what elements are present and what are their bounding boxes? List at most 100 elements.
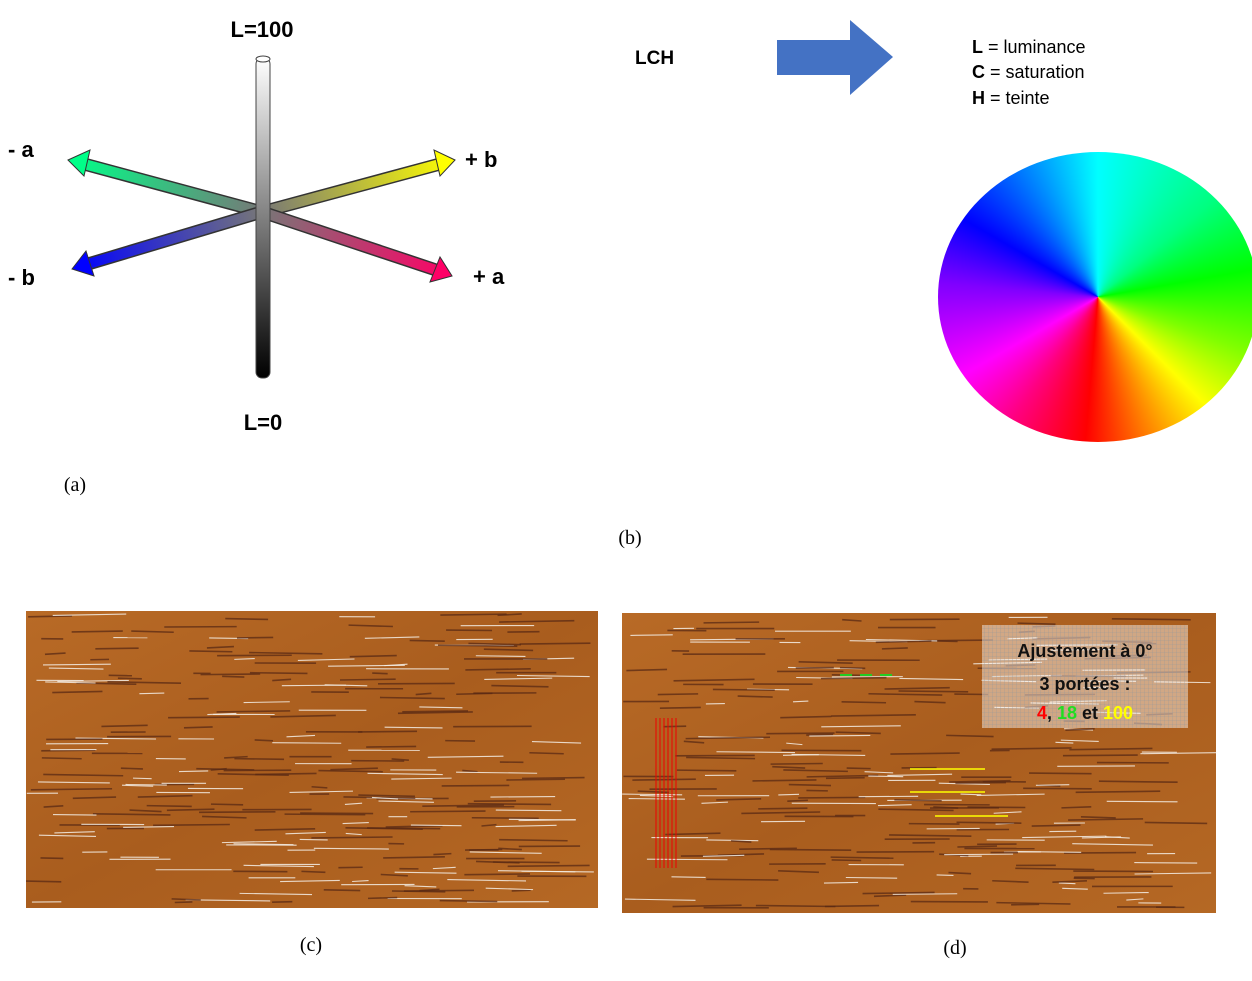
grain-streak <box>199 810 276 814</box>
grain-streak <box>43 773 124 777</box>
hue-wheel <box>938 152 1252 442</box>
grain-streak <box>841 701 887 704</box>
grain-streak <box>889 834 972 838</box>
label: + a <box>473 264 505 289</box>
grain-streak <box>419 888 440 892</box>
grain-streak <box>30 787 113 791</box>
grain-streak <box>1060 739 1099 743</box>
grain-streak <box>207 712 237 716</box>
grain-streak <box>491 684 549 688</box>
grain-streak <box>516 674 590 678</box>
grain-streak <box>956 821 1022 824</box>
grain-streak <box>433 852 452 856</box>
grain-streak <box>1055 741 1074 744</box>
arrowhead <box>433 149 456 178</box>
grain-streak <box>378 800 434 803</box>
grain-streak <box>371 796 399 800</box>
grain-streak <box>624 898 696 901</box>
grain-streak <box>741 811 821 815</box>
grain-streak <box>1072 843 1153 846</box>
grain-streak <box>402 710 469 713</box>
label: L=100 <box>231 17 294 42</box>
grain-streak <box>52 690 103 694</box>
grain-streak <box>422 804 504 807</box>
grain-streak <box>415 692 432 696</box>
grain-streak <box>521 776 585 780</box>
grain-streak <box>792 700 809 703</box>
grain-streak <box>914 700 946 704</box>
grain-streak <box>878 808 954 812</box>
grain-streak <box>737 695 773 698</box>
grain-streak <box>289 790 353 794</box>
grain-streak <box>391 758 409 762</box>
grain-streak <box>441 784 510 787</box>
grain-streak <box>391 890 446 893</box>
grain-streak <box>323 889 361 892</box>
lab-axes <box>67 55 456 379</box>
grain-streak <box>824 904 880 908</box>
grain-streak <box>830 856 894 860</box>
grain-streak <box>665 832 721 836</box>
grain-streak <box>938 782 990 785</box>
grain-streak <box>877 804 912 807</box>
grain-streak <box>730 840 752 843</box>
arrow-minus-b <box>86 207 264 269</box>
axis-top <box>255 55 271 63</box>
grain-streak <box>899 677 964 681</box>
grain-streak <box>471 816 539 820</box>
grain-streak <box>686 756 756 760</box>
grain-streak <box>1061 805 1092 809</box>
grain-streak <box>313 847 389 850</box>
grain-streak <box>529 751 564 755</box>
grain-streak <box>206 645 234 649</box>
grain-streak <box>367 896 398 900</box>
caption: (d) <box>943 937 966 959</box>
grain-streak <box>475 655 526 657</box>
grain-streak <box>702 854 745 857</box>
grain-streak <box>366 745 417 748</box>
grain-streak <box>270 714 336 718</box>
legend-key: H <box>972 88 985 108</box>
grain-streak <box>427 755 504 758</box>
grain-streak <box>41 757 82 760</box>
grain-streak <box>447 879 527 882</box>
grain-streak <box>243 864 314 868</box>
arrowhead <box>67 149 91 177</box>
grain-streak <box>809 734 871 737</box>
legend-key: C <box>972 62 985 82</box>
grain-streak <box>465 668 531 671</box>
grain-streak <box>1017 622 1056 625</box>
grain-streak <box>798 661 853 665</box>
grain-streak <box>45 681 96 684</box>
arrowhead <box>71 249 95 277</box>
grain-streak <box>272 678 292 682</box>
grain-streak <box>280 879 340 883</box>
grain-streak <box>758 807 808 810</box>
grain-streak <box>511 889 531 892</box>
grain-streak <box>439 899 498 903</box>
grain-streak <box>831 859 862 862</box>
grain-streak <box>233 843 294 846</box>
grain-streak <box>671 876 706 878</box>
grain-streak <box>342 821 369 825</box>
grain-streak <box>297 658 355 661</box>
grain-streak <box>397 711 473 715</box>
separator: , <box>1047 703 1057 723</box>
grain-streak <box>835 731 881 735</box>
grain-streak <box>1106 800 1178 803</box>
grain-streak <box>311 836 393 839</box>
grain-streak <box>846 767 871 770</box>
grain-streak <box>42 663 111 666</box>
label: + b <box>465 147 497 172</box>
grain-streak <box>311 785 328 789</box>
grain-streak <box>234 657 255 660</box>
grain-streak <box>659 706 701 710</box>
overlay-text: Ajustement à 0° <box>1017 641 1152 661</box>
grain-streak <box>887 773 953 777</box>
grain-streak <box>117 677 142 680</box>
legend-text: = teinte <box>985 88 1050 108</box>
grain-streak <box>1080 815 1116 819</box>
grain-streak <box>286 734 316 738</box>
